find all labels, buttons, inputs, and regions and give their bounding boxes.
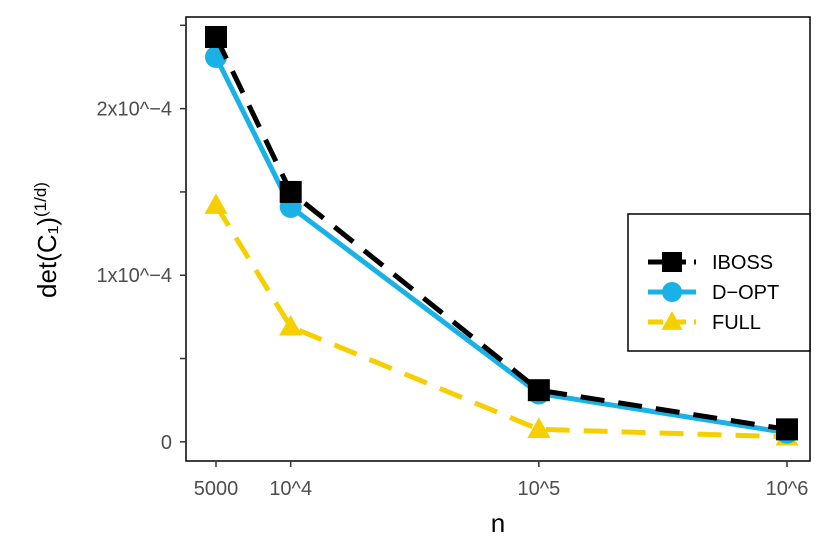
legend-box: [627, 213, 811, 352]
series-layer: [204, 25, 799, 446]
y-axis: 0 1x10^−4 2x10^−4: [96, 24, 186, 454]
x-axis: 5000 10^4 10^5 10^6: [194, 461, 809, 500]
legend-marker: [662, 252, 682, 272]
x-tick-label: 10^6: [766, 478, 809, 500]
x-tick-label: 5000: [194, 478, 239, 500]
series-line: [213, 203, 788, 440]
series-square: [205, 25, 798, 441]
legend-marker: [662, 282, 682, 302]
legend-keys: IBOSS D−OPT FULL: [648, 252, 779, 334]
y-tick-label: 1x10^−4: [96, 265, 172, 287]
data-point: [527, 417, 551, 439]
legend-item: IBOSS: [648, 252, 773, 274]
data-point: [205, 25, 227, 48]
legend: IBOSS D−OPT FULL: [627, 213, 811, 352]
legend-marker: [661, 311, 683, 330]
x-tick-label: 10^4: [269, 478, 312, 500]
legend-label: FULL: [712, 312, 761, 334]
legend-label: D−OPT: [712, 282, 779, 304]
legend-item: FULL: [648, 311, 761, 334]
series-line: [213, 35, 788, 432]
data-point: [776, 418, 798, 441]
y-axis-title-base: det(C₁): [32, 217, 62, 298]
x-axis-title: n: [491, 508, 505, 538]
x-tick-label: 10^5: [517, 478, 560, 500]
y-tick-label: 2x10^−4: [96, 99, 172, 121]
data-point: [204, 193, 228, 214]
series-line: [213, 55, 788, 436]
data-point: [279, 314, 303, 336]
y-axis-title-exponent: (1/d): [31, 182, 50, 217]
y-axis-title: det(C₁)(1/d): [31, 182, 62, 298]
legend-item: D−OPT: [648, 282, 779, 304]
data-point: [527, 379, 550, 402]
data-point: [279, 180, 302, 203]
legend-label: IBOSS: [712, 252, 773, 274]
y-tick-label: 0: [161, 432, 172, 454]
